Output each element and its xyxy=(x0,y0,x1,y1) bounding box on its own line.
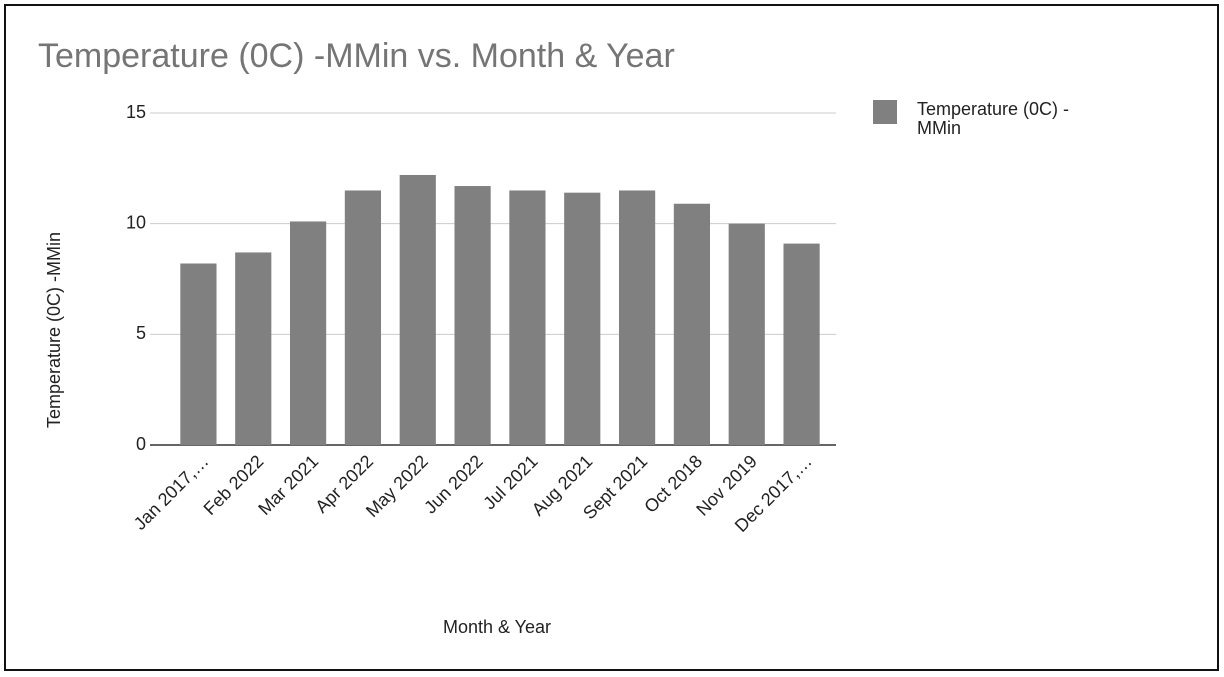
bar xyxy=(509,190,546,445)
bar xyxy=(180,263,217,445)
y-tick-label: 15 xyxy=(126,102,146,122)
y-tick-label: 0 xyxy=(136,434,146,454)
frame xyxy=(4,4,1219,671)
y-tick-label: 10 xyxy=(126,212,146,232)
bar xyxy=(618,190,656,445)
bar xyxy=(289,221,327,445)
bar xyxy=(454,186,491,446)
y-tick-label: 5 xyxy=(136,323,146,343)
x-tick-label: Jun 2022 xyxy=(420,451,487,518)
x-tick-label: Mar 2021 xyxy=(254,451,322,519)
x-axis-label: Month & Year xyxy=(443,617,551,637)
legend-label: Temperature (0C) -MMin xyxy=(917,99,1070,138)
bar xyxy=(783,243,820,445)
y-axis-label: Temperature (0C) -MMin xyxy=(44,232,64,428)
chart-title: Temperature (0C) -MMin vs. Month & Year xyxy=(38,37,675,75)
bar xyxy=(564,192,601,445)
bar xyxy=(728,223,765,445)
legend-swatch xyxy=(873,100,897,124)
bar xyxy=(673,203,711,445)
bar xyxy=(399,174,436,445)
bar xyxy=(235,252,272,445)
bar xyxy=(344,190,382,445)
x-tick-label: Jan 2017,… xyxy=(130,451,213,534)
